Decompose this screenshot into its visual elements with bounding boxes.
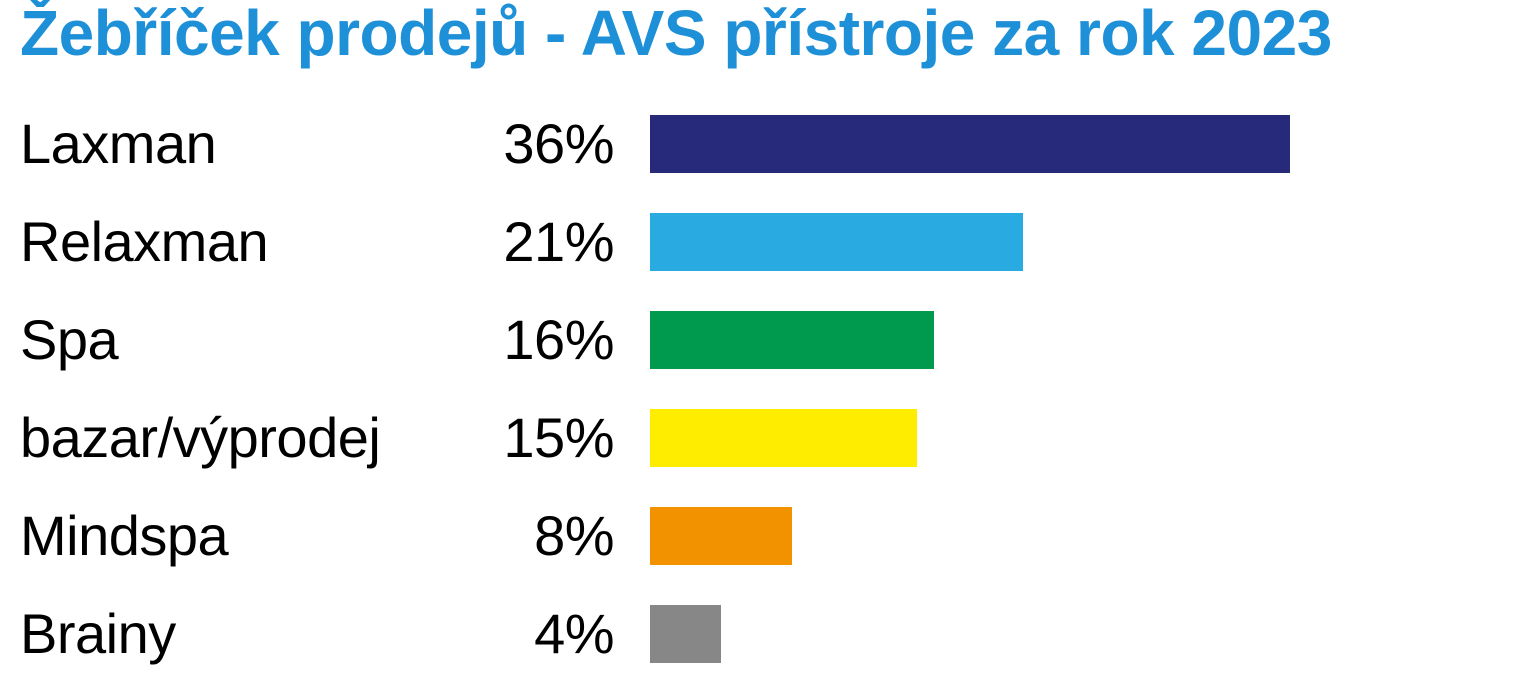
bar-track <box>650 213 1513 271</box>
bar <box>650 409 917 467</box>
row-value: 4% <box>480 606 650 662</box>
chart-row: Spa 16% <box>20 291 1513 389</box>
sales-ranking-chart: Žebříček prodejů - AVS přístroje za rok … <box>0 0 1533 693</box>
bar <box>650 213 1023 271</box>
row-value: 8% <box>480 508 650 564</box>
bar-track <box>650 115 1513 173</box>
row-value: 21% <box>480 214 650 270</box>
row-label: Mindspa <box>20 508 480 564</box>
row-label: Relaxman <box>20 214 480 270</box>
chart-rows: Laxman 36% Relaxman 21% Spa 16% bazar/vý… <box>20 95 1513 683</box>
bar <box>650 311 934 369</box>
row-label: Brainy <box>20 606 480 662</box>
chart-title: Žebříček prodejů - AVS přístroje za rok … <box>20 0 1513 67</box>
row-label: bazar/výprodej <box>20 410 480 466</box>
chart-row: Brainy 4% <box>20 585 1513 683</box>
row-label: Laxman <box>20 116 480 172</box>
row-value: 16% <box>480 312 650 368</box>
bar <box>650 507 792 565</box>
bar-track <box>650 311 1513 369</box>
chart-row: Laxman 36% <box>20 95 1513 193</box>
bar <box>650 605 721 663</box>
row-value: 15% <box>480 410 650 466</box>
bar-track <box>650 409 1513 467</box>
chart-row: Mindspa 8% <box>20 487 1513 585</box>
bar-track <box>650 605 1513 663</box>
chart-row: Relaxman 21% <box>20 193 1513 291</box>
bar <box>650 115 1290 173</box>
row-label: Spa <box>20 312 480 368</box>
chart-row: bazar/výprodej 15% <box>20 389 1513 487</box>
row-value: 36% <box>480 116 650 172</box>
bar-track <box>650 507 1513 565</box>
